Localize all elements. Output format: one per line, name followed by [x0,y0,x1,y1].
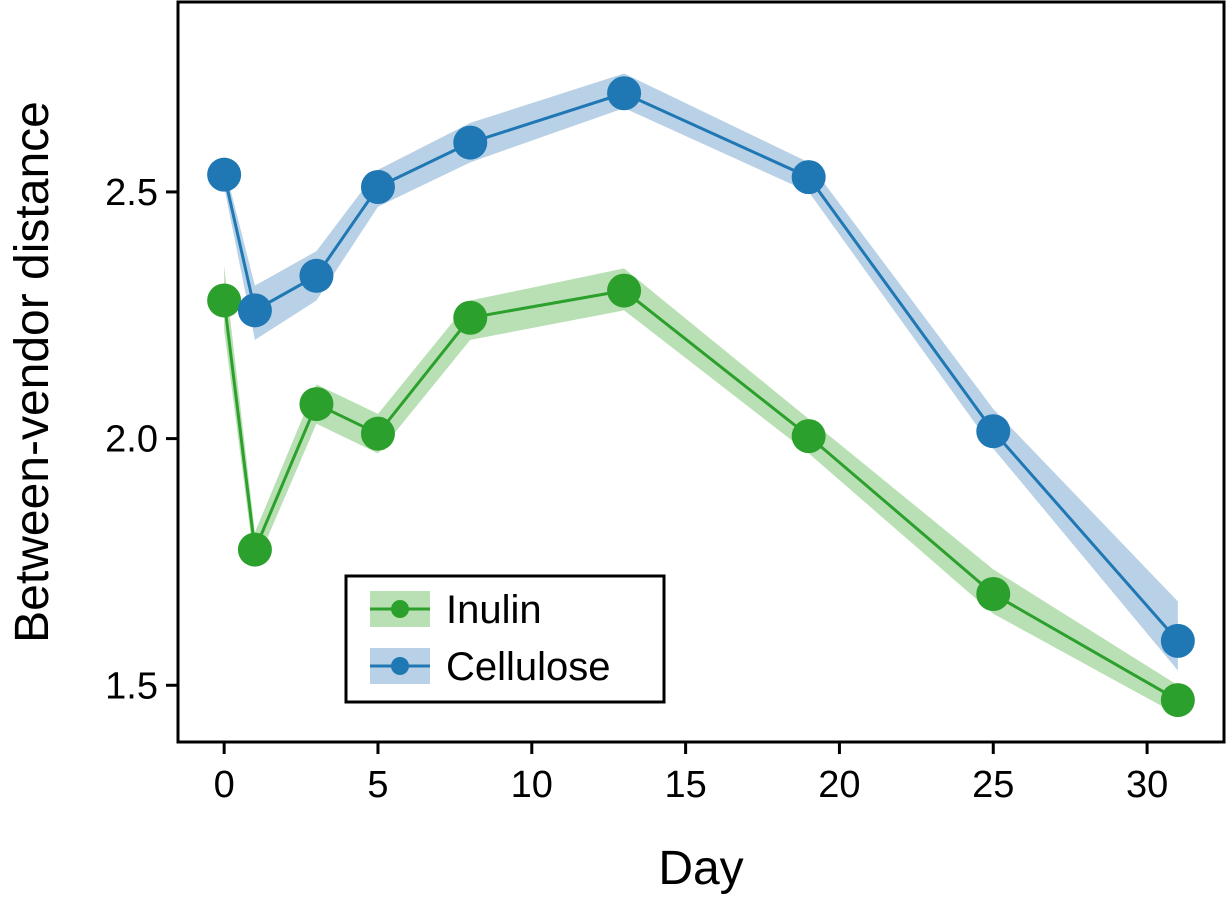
inulin-point [1160,683,1195,718]
cellulose-legend-label: Cellulose [446,645,611,689]
y-tick-label: 2.5 [105,172,158,214]
inulin-legend-label: Inulin [446,588,542,632]
cellulose-point [237,293,272,328]
x-tick-label: 10 [511,764,553,806]
inulin-legend-marker [391,600,409,618]
data-points [207,76,1195,718]
inulin-point [976,577,1011,611]
cellulose-point [976,414,1011,449]
x-tick-label: 5 [367,764,388,806]
inulin-point [207,283,242,318]
inulin-point [791,419,826,454]
x-axis-title: Day [658,842,743,895]
cellulose-point [607,76,642,111]
x-tick-label: 15 [664,764,706,806]
x-tick-label: 20 [818,764,860,806]
x-tick-label: 25 [972,764,1014,806]
y-tick-label: 1.5 [105,665,158,707]
inulin-point [607,273,642,308]
inulin-point [237,532,272,567]
x-tick-label: 0 [214,764,235,806]
inulin-point [299,387,334,422]
cellulose-legend-marker [391,657,409,675]
y-axis: 1.5 2.0 2.5 [105,172,178,707]
inulin-point [453,300,488,335]
x-axis: 0 5 10 15 20 25 30 [214,742,1168,806]
inulin-confidence-band [224,265,1178,715]
legend: Inulin Cellulose [344,574,666,704]
inulin-point [360,416,395,451]
cellulose-point [207,157,242,192]
x-tick-label: 30 [1126,764,1168,806]
cellulose-point [299,258,334,293]
cellulose-point [453,125,488,160]
y-axis-title: Between-vendor distance [6,101,59,643]
cellulose-point [1160,623,1195,658]
cellulose-point [791,160,826,195]
plot-frame [176,0,1226,744]
y-tick-label: 2.0 [105,419,158,461]
cellulose-point [360,170,395,204]
confidence-bands [224,73,1178,715]
